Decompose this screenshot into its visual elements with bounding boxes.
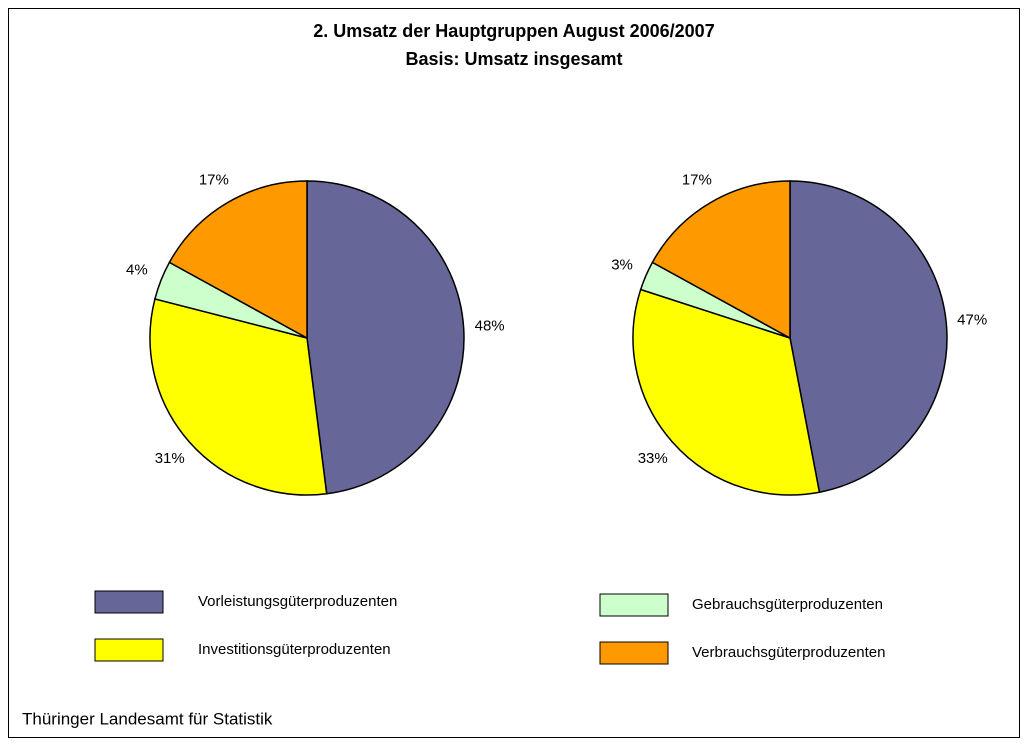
pie-slice (632, 288, 821, 496)
legend-swatch (599, 641, 669, 665)
data-label: 31% (155, 450, 185, 467)
data-label: 4% (126, 262, 148, 279)
data-label: 3% (611, 256, 633, 273)
pie-slice (306, 180, 465, 495)
pie-slice (651, 180, 791, 340)
legend-swatch (94, 638, 164, 662)
footer: Thüringer Landesamt für Statistik (22, 709, 273, 728)
data-label: 17% (682, 171, 712, 188)
pie-slice (149, 298, 328, 496)
pie-slice (789, 180, 948, 494)
legend-label: Verbrauchsgüterproduzenten (692, 644, 885, 661)
legend-label: Gebrauchsgüterproduzenten (692, 596, 883, 613)
pie-slice (168, 180, 308, 340)
legend-label: Vorleistungsgüterproduzenten (198, 593, 397, 610)
data-label: 33% (638, 450, 668, 467)
chart-subtitle: Basis: Umsatz insgesamt (405, 49, 622, 69)
data-label: 47% (957, 312, 987, 329)
legend-swatch (599, 593, 669, 617)
data-label: 17% (199, 171, 229, 188)
data-label: 48% (475, 317, 505, 334)
chart-title: 2. Umsatz der Hauptgruppen August 2006/2… (313, 21, 714, 41)
legend-label: Investitionsgüterproduzenten (198, 641, 391, 658)
legend-swatch (94, 590, 164, 614)
